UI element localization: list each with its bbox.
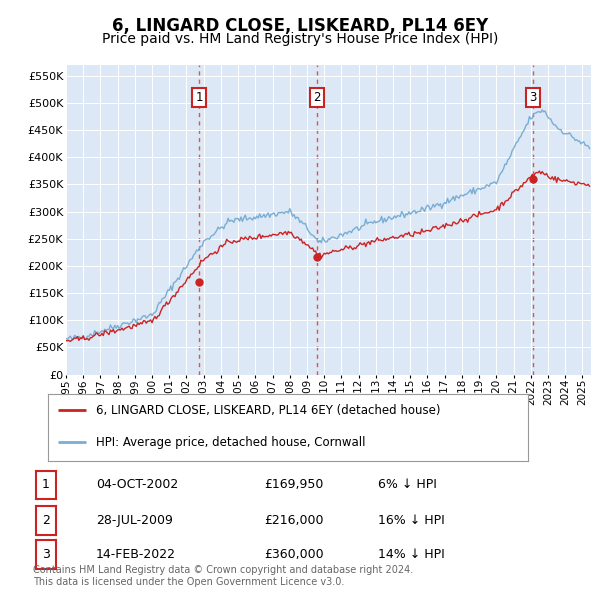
Text: 6, LINGARD CLOSE, LISKEARD, PL14 6EY: 6, LINGARD CLOSE, LISKEARD, PL14 6EY: [112, 17, 488, 35]
Text: 04-OCT-2002: 04-OCT-2002: [96, 478, 178, 491]
Text: 6, LINGARD CLOSE, LISKEARD, PL14 6EY (detached house): 6, LINGARD CLOSE, LISKEARD, PL14 6EY (de…: [96, 404, 440, 417]
Text: 2: 2: [313, 91, 321, 104]
Text: 28-JUL-2009: 28-JUL-2009: [96, 514, 173, 527]
Text: 14-FEB-2022: 14-FEB-2022: [96, 548, 176, 561]
Text: HPI: Average price, detached house, Cornwall: HPI: Average price, detached house, Corn…: [96, 436, 365, 449]
Text: 1: 1: [42, 478, 50, 491]
Text: £169,950: £169,950: [264, 478, 323, 491]
Text: Contains HM Land Registry data © Crown copyright and database right 2024.
This d: Contains HM Land Registry data © Crown c…: [33, 565, 413, 587]
Text: 6% ↓ HPI: 6% ↓ HPI: [378, 478, 437, 491]
Text: 3: 3: [42, 548, 50, 561]
Text: 2: 2: [42, 514, 50, 527]
Text: £216,000: £216,000: [264, 514, 323, 527]
Text: 14% ↓ HPI: 14% ↓ HPI: [378, 548, 445, 561]
Text: Price paid vs. HM Land Registry's House Price Index (HPI): Price paid vs. HM Land Registry's House …: [102, 32, 498, 46]
Text: 16% ↓ HPI: 16% ↓ HPI: [378, 514, 445, 527]
Text: 3: 3: [529, 91, 536, 104]
Text: 1: 1: [196, 91, 203, 104]
Text: £360,000: £360,000: [264, 548, 323, 561]
